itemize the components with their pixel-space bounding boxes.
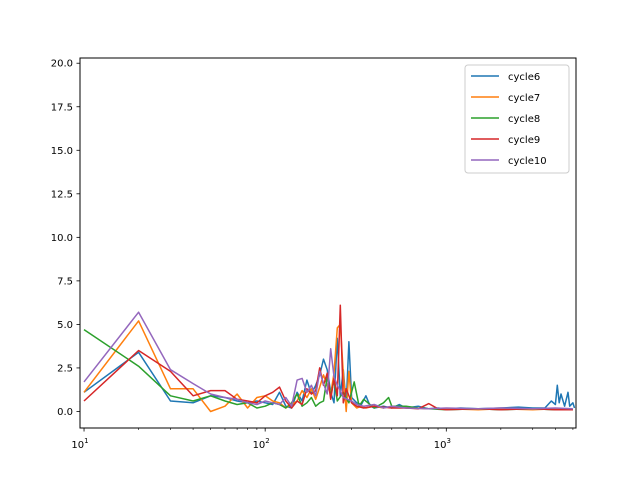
y-tick-label: 17.5 [51, 102, 73, 113]
legend: cycle6 cycle7 cycle8 cycle9 cycle10 [464, 64, 570, 174]
legend-label-cycle8: cycle8 [508, 114, 540, 125]
x-tick-label-exponent: 2 [265, 437, 269, 445]
x-tick-label: 103 [434, 437, 451, 451]
y-tick-label: 5.0 [57, 320, 73, 331]
y-tick-label: 20.0 [51, 59, 73, 70]
series-layer [83, 304, 576, 413]
legend-box [464, 64, 570, 174]
plot-frame [79, 57, 577, 429]
y-tick-label: 7.5 [57, 276, 73, 287]
x-tick-label-exponent: 1 [84, 437, 88, 445]
legend-label-cycle9: cycle9 [508, 135, 540, 146]
x-tick-label-exponent: 3 [446, 437, 450, 445]
legend-label-cycle10: cycle10 [508, 156, 547, 167]
x-tick-label-base: 10 [71, 440, 84, 451]
x-axis: 101 102 103 [71, 428, 574, 451]
x-tick-label: 102 [253, 437, 270, 451]
y-tick-label: 0.0 [57, 407, 73, 418]
series-line-cycle9 [83, 304, 573, 411]
y-axis: 0.0 2.5 5.0 7.5 10.0 12.5 15.0 17.5 20.0 [51, 59, 80, 418]
x-tick-label-base: 10 [253, 440, 266, 451]
x-tick-label-base: 10 [434, 440, 447, 451]
x-tick-label: 101 [71, 437, 88, 451]
series-line-cycle10 [83, 311, 573, 410]
legend-label-cycle7: cycle7 [508, 93, 540, 104]
y-tick-label: 2.5 [57, 363, 73, 374]
y-tick-label: 12.5 [51, 189, 73, 200]
y-tick-label: 10.0 [51, 233, 73, 244]
y-tick-label: 15.0 [51, 146, 73, 157]
legend-label-cycle6: cycle6 [508, 72, 540, 83]
